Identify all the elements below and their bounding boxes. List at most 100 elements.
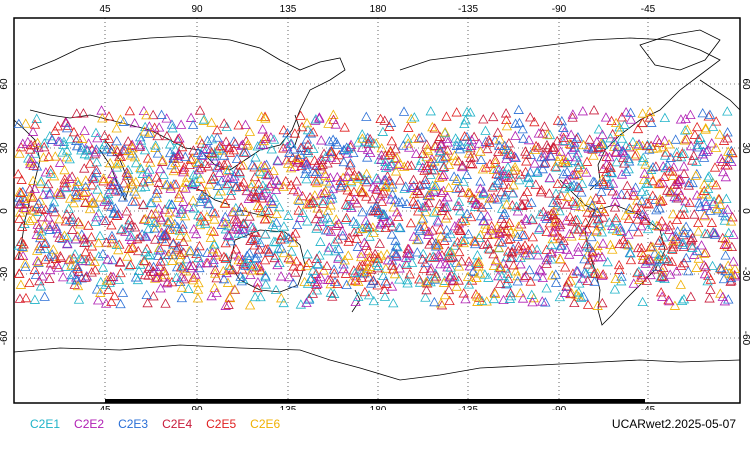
- observation-marker: [311, 253, 323, 263]
- observation-marker: [360, 215, 372, 225]
- observation-marker: [636, 269, 647, 280]
- observation-marker: [685, 109, 696, 119]
- observation-marker: [234, 206, 245, 216]
- observation-marker: [505, 290, 517, 301]
- observation-marker: [73, 266, 84, 276]
- observation-marker: [343, 250, 354, 260]
- observation-marker: [702, 144, 714, 155]
- observation-marker: [379, 115, 390, 125]
- observation-marker: [72, 261, 83, 271]
- observation-marker: [15, 187, 27, 197]
- observation-marker: [228, 173, 239, 183]
- observation-marker: [554, 205, 565, 216]
- observation-marker: [19, 193, 30, 204]
- observation-marker: [133, 265, 145, 275]
- observation-marker: [680, 195, 691, 206]
- observation-marker: [152, 184, 163, 194]
- observation-marker: [578, 291, 589, 301]
- observation-marker: [509, 161, 521, 172]
- observation-marker: [109, 290, 120, 301]
- observation-marker: [132, 274, 144, 285]
- observation-marker: [14, 148, 25, 158]
- observation-marker: [75, 253, 86, 263]
- observation-marker: [465, 152, 476, 162]
- observation-marker: [520, 146, 531, 156]
- observation-marker: [720, 171, 731, 182]
- observation-marker: [143, 223, 154, 234]
- observation-marker: [458, 237, 469, 248]
- observation-marker: [111, 210, 122, 220]
- observation-marker: [498, 218, 510, 228]
- observation-marker: [678, 168, 690, 178]
- observation-marker: [165, 215, 176, 225]
- observation-marker: [70, 186, 82, 196]
- observation-marker: [539, 121, 550, 131]
- observation-marker: [452, 136, 463, 146]
- observation-marker: [424, 239, 435, 249]
- observation-marker: [537, 296, 548, 306]
- observation-marker: [109, 176, 121, 186]
- observation-marker: [14, 192, 25, 202]
- observation-marker: [505, 252, 516, 263]
- observation-marker: [518, 272, 530, 282]
- observation-marker: [668, 161, 679, 172]
- observation-marker: [196, 138, 207, 148]
- observation-marker: [501, 153, 512, 163]
- observation-marker: [489, 288, 501, 298]
- observation-marker: [145, 127, 156, 137]
- observation-marker: [111, 158, 123, 169]
- observation-marker: [390, 143, 401, 154]
- observation-marker: [61, 117, 72, 127]
- observation-marker: [66, 269, 78, 280]
- observation-marker: [238, 218, 249, 228]
- observation-marker: [438, 169, 449, 179]
- observation-marker: [673, 193, 684, 203]
- observation-marker: [679, 227, 691, 237]
- observation-marker: [268, 134, 280, 144]
- observation-marker: [488, 260, 499, 270]
- observation-marker: [260, 229, 271, 239]
- observation-marker: [436, 187, 447, 198]
- observation-marker: [659, 150, 671, 160]
- observation-marker: [369, 248, 381, 259]
- observation-marker: [616, 145, 628, 156]
- observation-marker: [188, 145, 199, 155]
- observation-marker: [161, 113, 172, 123]
- observation-marker: [357, 129, 368, 139]
- observation-marker: [144, 261, 155, 271]
- latitude-tick-left: 0: [0, 208, 10, 214]
- observation-marker: [572, 147, 583, 158]
- observation-marker: [255, 202, 266, 213]
- observation-marker: [291, 176, 302, 186]
- observation-marker: [235, 160, 246, 170]
- observation-marker: [552, 200, 563, 210]
- observation-marker: [29, 294, 41, 304]
- observation-marker: [196, 190, 208, 200]
- observation-marker: [651, 261, 663, 272]
- observation-marker: [582, 207, 593, 217]
- observation-marker: [20, 118, 31, 128]
- observation-marker: [461, 169, 473, 179]
- observation-marker: [637, 296, 648, 307]
- observation-marker: [19, 218, 30, 228]
- observation-marker: [245, 221, 257, 231]
- observation-marker: [167, 224, 178, 234]
- observation-marker: [324, 178, 335, 188]
- observation-marker: [102, 254, 113, 264]
- observation-marker: [31, 245, 43, 255]
- observation-marker: [414, 277, 426, 287]
- observation-marker: [170, 157, 181, 167]
- observation-marker: [727, 147, 738, 158]
- observation-marker: [704, 205, 716, 215]
- observation-marker: [123, 145, 134, 155]
- observation-marker: [162, 216, 173, 227]
- observation-marker: [340, 268, 352, 278]
- observation-marker: [396, 196, 408, 206]
- observation-marker: [678, 203, 689, 213]
- observation-marker: [344, 160, 356, 170]
- observation-marker: [652, 143, 663, 153]
- latitude-tick-left: 60: [0, 78, 10, 90]
- observation-marker: [611, 225, 623, 235]
- observation-marker: [535, 186, 547, 197]
- observation-marker: [269, 252, 280, 263]
